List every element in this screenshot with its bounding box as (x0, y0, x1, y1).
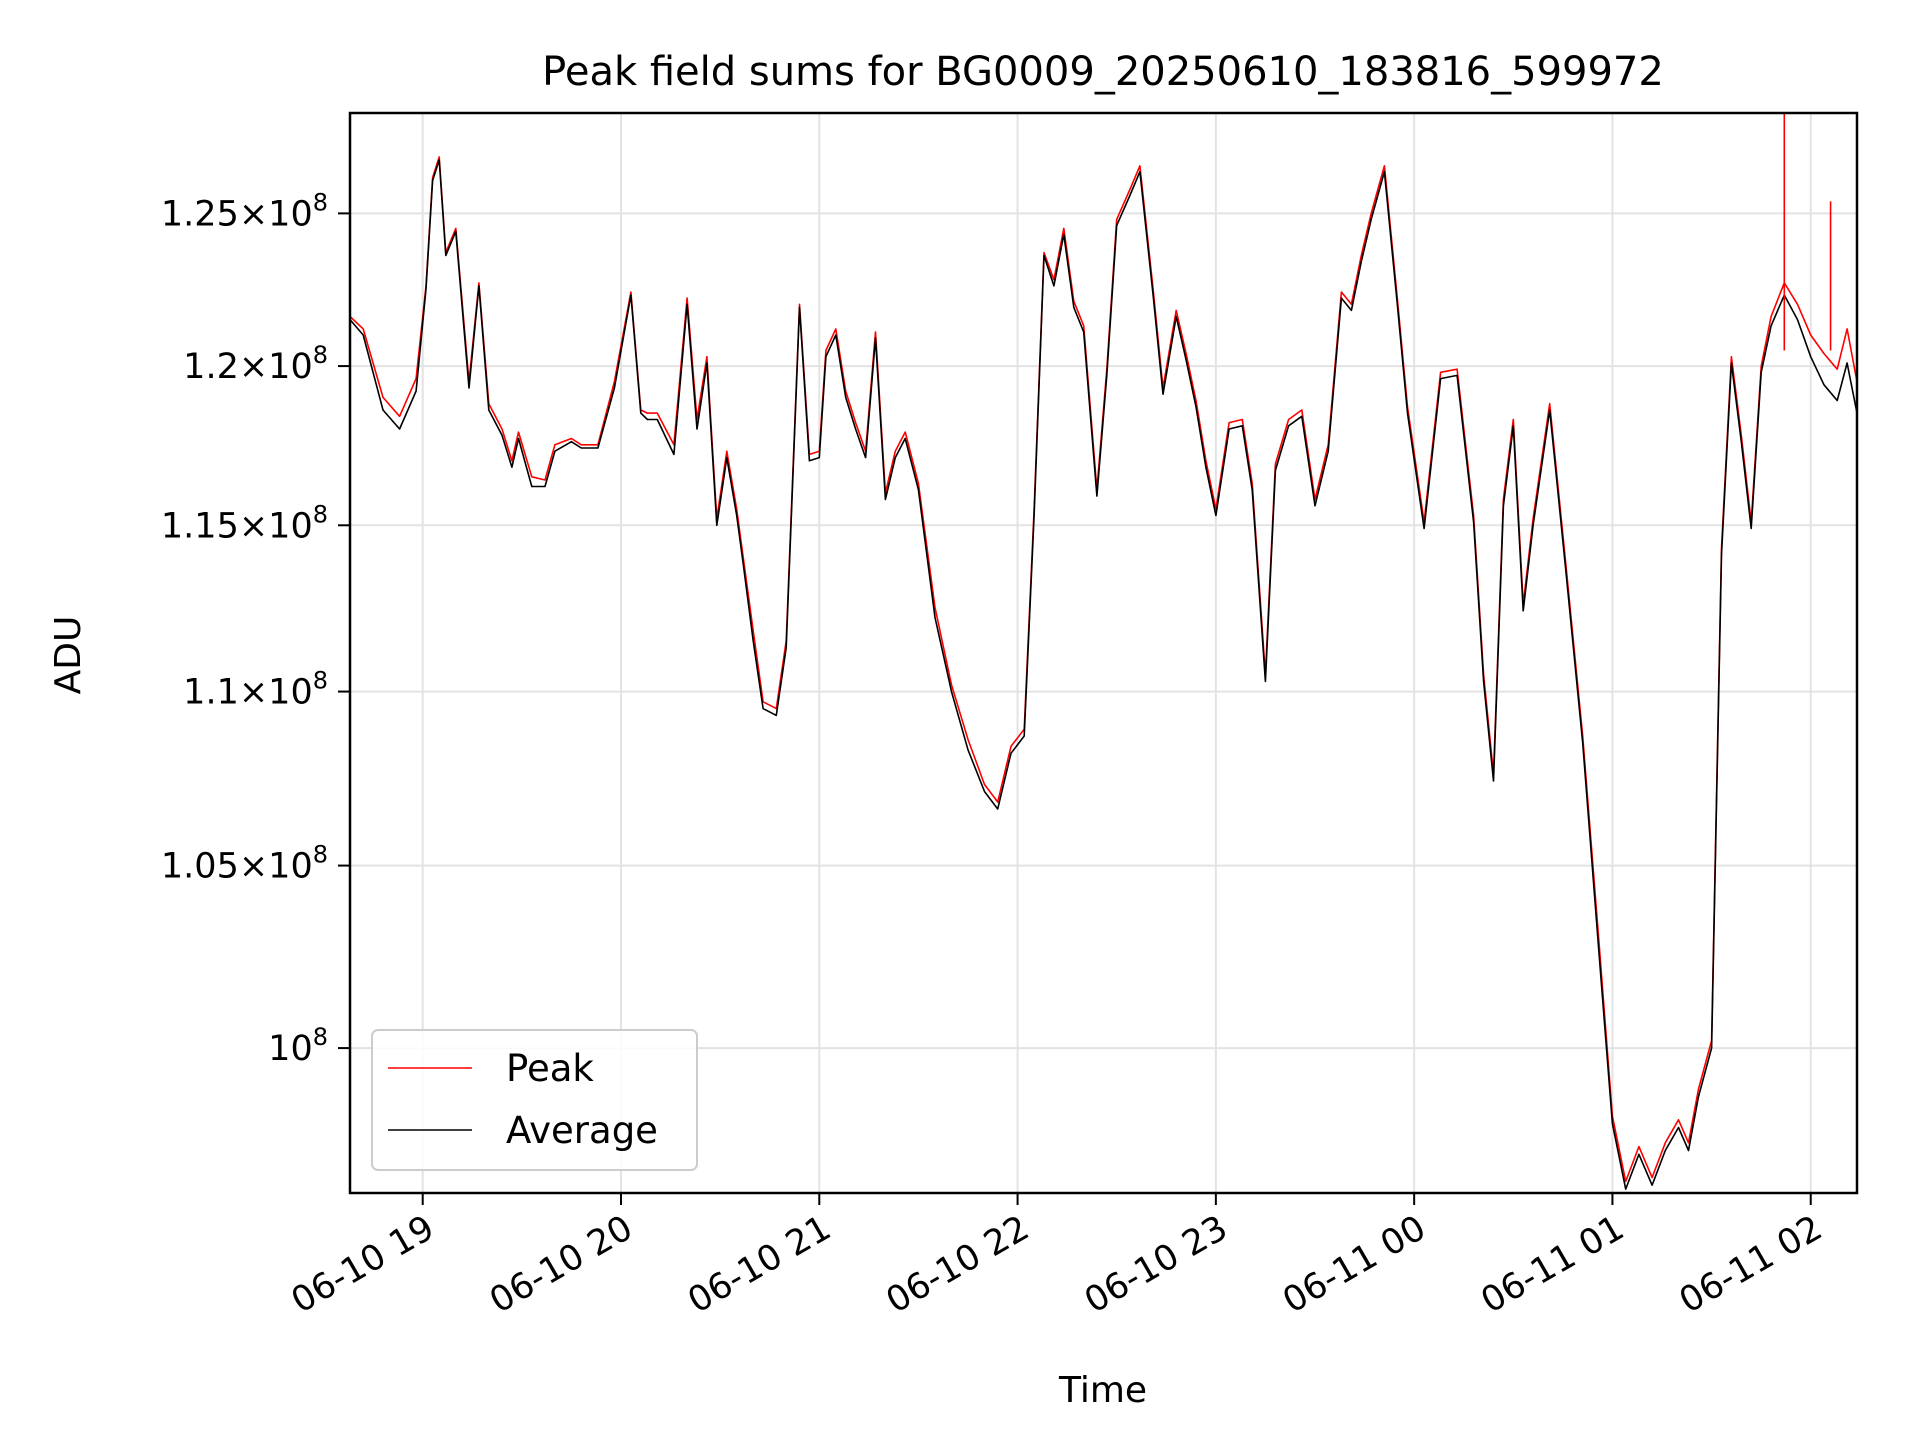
y-tick-mantissa: 1.1 (183, 673, 239, 713)
legend: Peak Average (371, 1029, 698, 1171)
x-axis-label: Time (1058, 1370, 1147, 1411)
y-tick-exponent: 8 (313, 1023, 328, 1051)
y-tick-mantissa: 1.25 (161, 194, 239, 234)
y-tick-times: ×10 (239, 194, 313, 234)
y-tick-times: ×10 (239, 347, 313, 387)
legend-label-average: Average (506, 1109, 658, 1152)
y-axis-ticks: 1081.05×1081.1×1081.15×1081.2×1081.25×10… (161, 188, 350, 1069)
y-tick-exponent: 8 (313, 500, 328, 528)
y-tick-times: ×10 (239, 506, 313, 546)
y-tick-mantissa: 1.2 (183, 347, 239, 387)
y-tick-label: 1.25×108 (161, 188, 328, 234)
y-tick-label: 1.2×108 (183, 341, 328, 387)
y-tick-base: 10 (268, 1029, 313, 1069)
y-tick-mantissa: 1.05 (161, 847, 239, 887)
y-tick-label: 1.1×108 (183, 667, 328, 713)
y-tick-exponent: 8 (313, 188, 328, 216)
series-lines (349, 113, 1858, 1190)
chart-title: Peak field sums for BG0009_20250610_1838… (542, 49, 1664, 95)
y-tick-exponent: 8 (313, 667, 328, 695)
plot-frame (348, 111, 1859, 1195)
series-line-average (349, 159, 1858, 1190)
y-tick-times: ×10 (239, 673, 313, 713)
legend-label-peak: Peak (506, 1047, 594, 1090)
y-tick-times: ×10 (239, 847, 313, 887)
y-tick-label: 1.05×108 (161, 841, 328, 887)
legend-box (371, 1029, 698, 1171)
y-tick-label: 108 (268, 1023, 328, 1069)
y-tick-label: 1.15×108 (161, 500, 328, 546)
y-axis-label: ADU (48, 616, 89, 695)
y-tick-mantissa: 1.15 (161, 506, 239, 546)
y-tick-exponent: 8 (313, 841, 328, 869)
y-tick-exponent: 8 (313, 341, 328, 369)
